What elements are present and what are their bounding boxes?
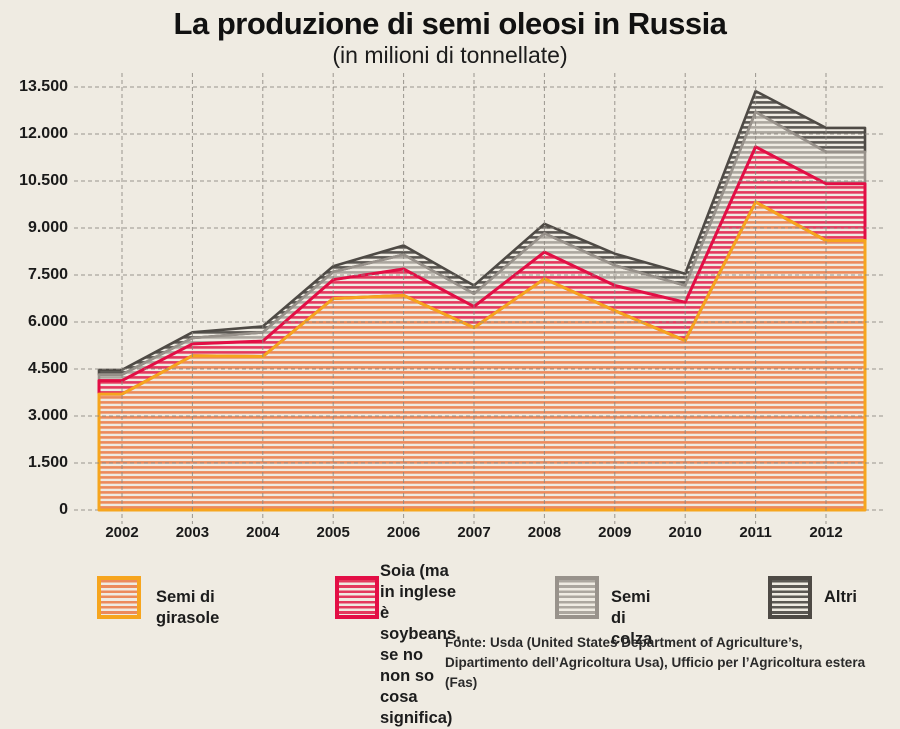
stacked-area-chart	[74, 73, 885, 524]
y-axis-label: 6.000	[27, 313, 68, 330]
y-axis-label: 7.500	[27, 266, 68, 283]
source-note: Fonte: Usda (United States Department of…	[445, 633, 885, 693]
source-line-1: Fonte: Usda (United States Department of…	[445, 635, 803, 650]
x-axis-label: 2008	[527, 524, 562, 541]
y-axis-label: 12.000	[19, 125, 68, 142]
y-axis-label: 4.500	[27, 360, 68, 377]
legend-label-colza: Semi di colza	[611, 588, 653, 648]
x-axis-label: 2006	[386, 524, 421, 541]
x-axis-label: 2009	[598, 524, 632, 541]
soia-swatch-icon	[335, 576, 379, 619]
x-axis-label: 2002	[105, 524, 139, 541]
girasole-swatch-icon	[97, 576, 141, 619]
x-axis-label: 2004	[246, 524, 280, 541]
y-axis-label: 10.500	[19, 172, 68, 189]
x-axis-label: 2012	[809, 524, 843, 541]
x-axis-label: 2011	[739, 524, 772, 541]
source-line-2: Dipartimento dell’Agricoltura Usa), Uffi…	[445, 655, 866, 690]
page-subtitle: (in milioni di tonnellate)	[332, 42, 568, 68]
y-axis-label: 1.500	[27, 454, 68, 471]
legend-label-altri: Altri	[824, 588, 857, 606]
x-axis-label: 2005	[316, 524, 350, 541]
y-axis-label: 9.000	[27, 219, 68, 236]
x-axis-label: 2010	[668, 524, 702, 541]
x-axis-label: 2003	[175, 524, 210, 541]
y-axis-label: 3.000	[27, 407, 68, 424]
y-axis-label: 13.500	[19, 78, 68, 95]
altri-swatch-icon	[768, 576, 812, 619]
legend-label-girasole: Semi di girasole	[156, 588, 220, 627]
page-title: La produzione di semi oleosi in Russia	[173, 6, 727, 41]
colza-swatch-icon	[555, 576, 599, 619]
y-axis-label: 0	[59, 501, 68, 518]
x-axis-label: 2007	[457, 524, 491, 541]
